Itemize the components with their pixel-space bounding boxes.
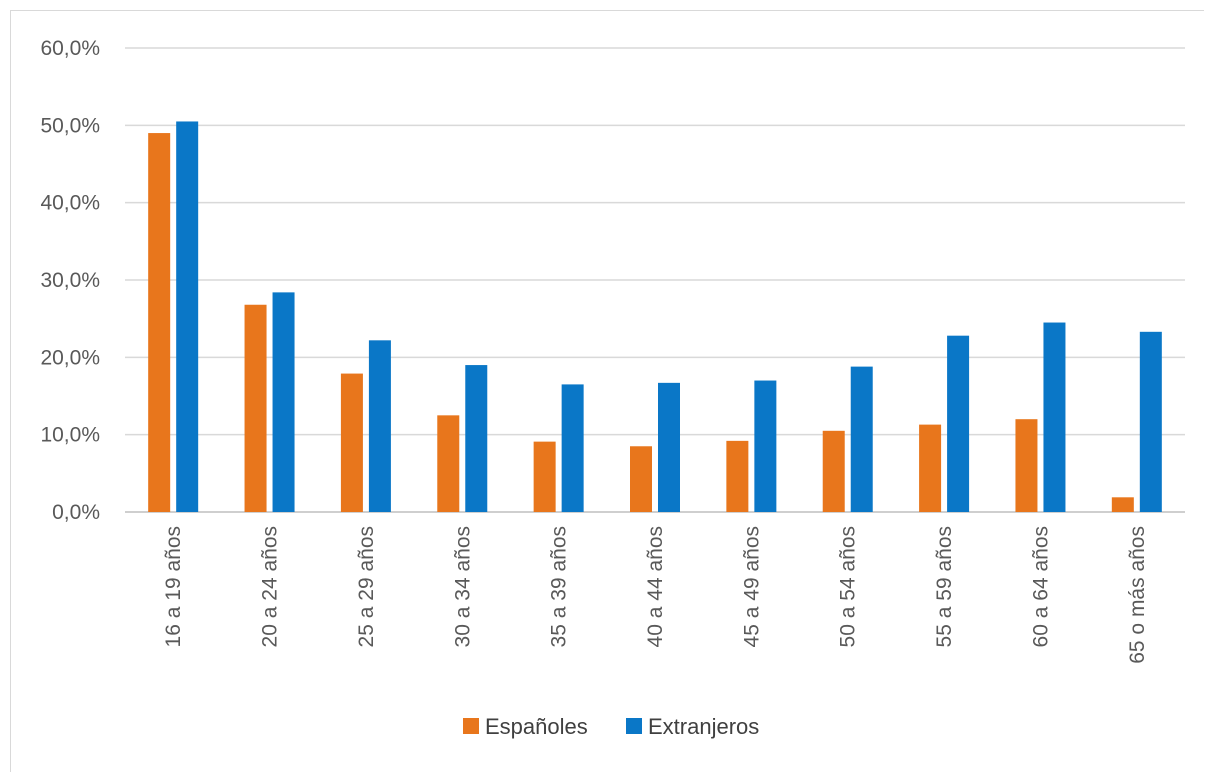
legend-swatch [626,718,642,734]
bar-espanoles [630,446,652,512]
x-tick-label: 40 a 44 años [644,526,667,647]
bar-espanoles [533,441,556,512]
bars [148,121,1162,513]
bar-espanoles [726,440,749,512]
x-tick-label: 25 a 29 años [355,526,378,647]
legend-label: Españoles [485,714,588,739]
bar-espanoles [919,424,942,512]
bar-espanoles [1015,419,1038,512]
legend-swatch [463,718,479,734]
bar-espanoles [340,373,363,512]
y-tick-label: 50,0% [40,114,100,137]
x-tick-label: 55 a 59 años [933,526,956,647]
x-tick-label: 50 a 54 años [837,526,860,647]
bar-extranjeros [1043,322,1066,512]
y-tick-label: 10,0% [40,424,100,447]
x-tick-label: 35 a 39 años [548,526,571,647]
bar-extranjeros [272,292,295,512]
y-axis: 0,0% 10,0% 20,0% 30,0% 40,0% 50,0% 60,0% [40,37,100,524]
bar-extranjeros [465,365,488,512]
bar-extranjeros [850,366,873,512]
x-tick-label: 30 a 34 años [451,526,474,647]
bar-extranjeros [561,384,584,512]
gridlines [125,47,1185,513]
legend: Españoles Extranjeros [463,714,759,739]
bar-espanoles [822,430,845,512]
y-tick-label: 60,0% [40,37,100,60]
x-tick-label: 16 a 19 años [162,526,185,647]
bar-espanoles [148,133,171,513]
y-tick-label: 30,0% [40,269,100,292]
bar-espanoles [1111,497,1134,512]
x-axis: 16 a 19 años 20 a 24 años 25 a 29 años 30 a… [162,526,1149,664]
x-tick-label: 60 a 64 años [1029,526,1052,647]
y-tick-label: 0,0% [52,501,100,524]
legend-label: Extranjeros [648,714,759,739]
bar-extranjeros [947,335,970,512]
y-tick-label: 20,0% [40,346,100,369]
y-tick-label: 40,0% [40,192,100,215]
bar-extranjeros [1139,331,1162,512]
bar-extranjeros [658,382,680,512]
bar-espanoles [244,304,267,512]
bar-extranjeros [368,340,391,512]
bar-extranjeros [754,380,777,512]
x-tick-label: 65 o más años [1126,526,1149,664]
bar-extranjeros [176,121,199,512]
x-tick-label: 45 a 49 años [740,526,763,647]
x-tick-label: 20 a 24 años [259,526,282,647]
chart-area [10,10,1204,772]
bar-espanoles [437,415,460,512]
